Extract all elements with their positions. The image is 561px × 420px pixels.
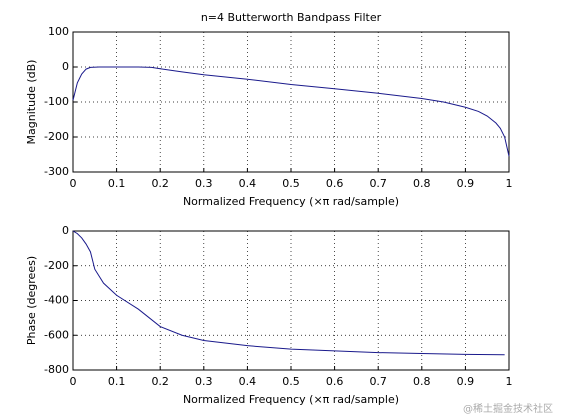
y-tick-label: 0 xyxy=(62,60,69,73)
y-tick-label: -200 xyxy=(44,259,69,272)
x-tick-label: 0 xyxy=(70,375,77,388)
x-tick-label: 0.3 xyxy=(195,177,213,190)
x-tick-label: 1 xyxy=(506,375,513,388)
x-tick-label: 1 xyxy=(506,177,513,190)
y-tick-label: 0 xyxy=(62,224,69,237)
x-tick-label: 0.1 xyxy=(108,177,126,190)
chart-title: n=4 Butterworth Bandpass Filter xyxy=(201,11,382,24)
x-tick-label: 0.2 xyxy=(151,375,169,388)
x-axis-label: Normalized Frequency (×π rad/sample) xyxy=(183,195,399,208)
x-tick-label: 0.9 xyxy=(457,177,475,190)
axes-box xyxy=(72,230,510,371)
axes-box xyxy=(72,31,510,173)
y-tick-label: -300 xyxy=(44,165,69,178)
line xyxy=(72,66,510,157)
x-tick-label: 0.7 xyxy=(369,177,387,190)
x-tick-label: 0.3 xyxy=(195,375,213,388)
line xyxy=(72,230,505,356)
y-tick-label: -800 xyxy=(44,363,69,376)
x-tick-label: 0.6 xyxy=(326,375,344,388)
x-tick-label: 0.5 xyxy=(282,375,300,388)
y-tick-label: 100 xyxy=(48,25,69,38)
x-tick-label: 0.4 xyxy=(239,375,257,388)
x-tick-label: 0.1 xyxy=(108,375,126,388)
x-tick-label: 0.7 xyxy=(369,375,387,388)
x-tick-label: 0.2 xyxy=(151,177,169,190)
x-tick-label: 0.4 xyxy=(239,177,257,190)
y-tick-label: -100 xyxy=(44,95,69,108)
x-tick-label: 0.8 xyxy=(413,177,431,190)
x-tick-label: 0 xyxy=(70,177,77,190)
x-tick-label: 0.6 xyxy=(326,177,344,190)
y-tick-label: -600 xyxy=(44,328,69,341)
x-tick-label: 0.5 xyxy=(282,177,300,190)
y-tick-label: -200 xyxy=(44,130,69,143)
x-tick-label: 0.8 xyxy=(413,375,431,388)
watermark: @稀土掘金技术社区 xyxy=(463,402,553,415)
x-tick-label: 0.9 xyxy=(457,375,475,388)
y-tick-label: -400 xyxy=(44,294,69,307)
x-axis-label: Normalized Frequency (×π rad/sample) xyxy=(183,393,399,406)
y-axis-label: Phase (degrees) xyxy=(25,256,38,345)
y-axis-label: Magnitude (dB) xyxy=(25,60,38,145)
